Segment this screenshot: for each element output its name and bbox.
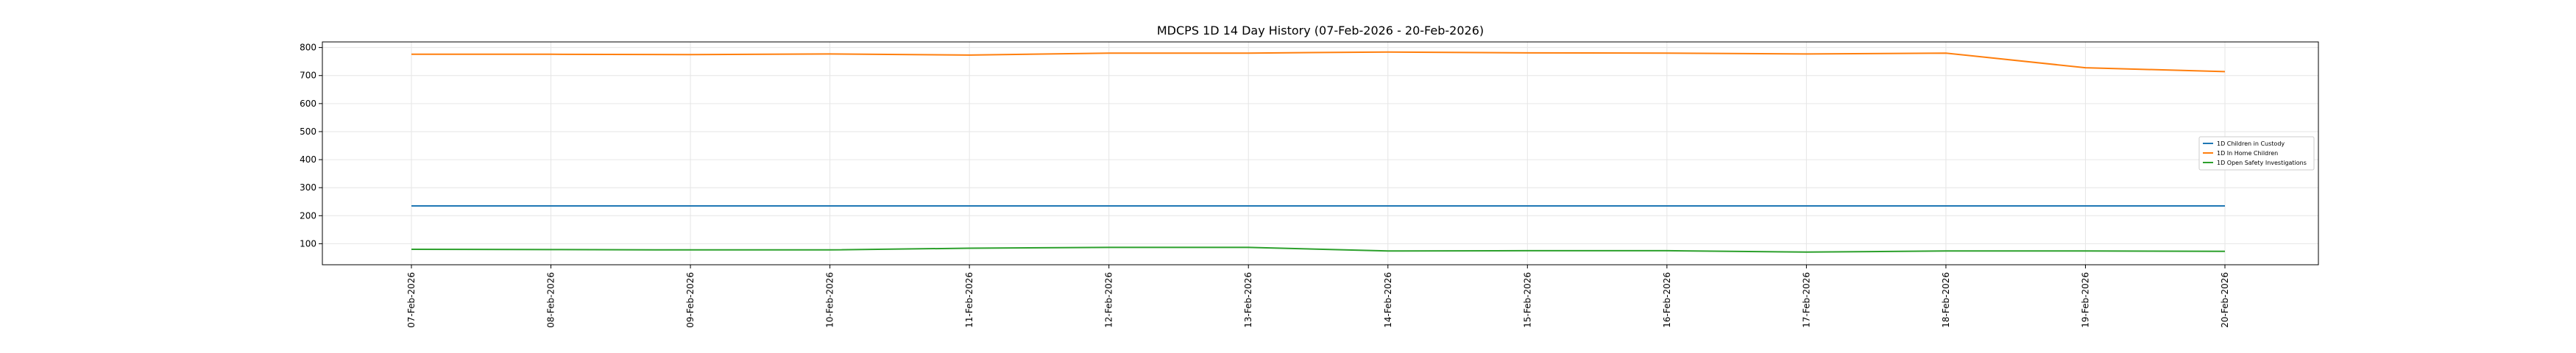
y-tick-label: 500 [300,126,316,137]
x-tick-label: 07-Feb-2026 [406,272,417,328]
series-layer [411,51,2226,253]
y-tick-label: 700 [300,71,316,81]
x-tick-label: 14-Feb-2026 [1383,272,1393,328]
x-tick-label: 11-Feb-2026 [964,272,974,328]
x-tick-label: 13-Feb-2026 [1243,272,1253,328]
y-tick-label: 300 [300,182,316,193]
plot-area [322,41,2319,265]
legend-label: 1D Children in Custody [2217,140,2285,147]
y-tick-label: 400 [300,154,316,165]
series-line [411,51,2226,73]
x-tick-label: 19-Feb-2026 [2080,272,2090,328]
legend-label: 1D In Home Children [2217,150,2278,157]
x-tick-label: 18-Feb-2026 [1941,272,1951,328]
chart-title: MDCPS 1D 14 Day History (07-Feb-2026 - 2… [1157,24,1484,38]
y-tick-label: 100 [300,238,316,249]
x-tick-label: 10-Feb-2026 [825,272,835,328]
series-line [411,246,2226,253]
x-tick-label: 09-Feb-2026 [685,272,696,328]
x-tick-label: 08-Feb-2026 [546,272,556,328]
x-tick-label: 16-Feb-2026 [1662,272,1672,328]
y-tick-label: 800 [300,43,316,53]
legend-box [2198,136,2315,171]
x-tick-label: 15-Feb-2026 [1522,272,1532,328]
axis-layer: 100 200 300 400 500 600 700 800 07-Feb-2026 08-Fe… [300,43,2230,328]
y-tick-label: 200 [300,210,316,221]
y-tick-label: 600 [300,99,316,109]
legend-label: 1D Open Safety Investigations [2217,160,2307,166]
x-tick-label: 12-Feb-2026 [1104,272,1114,328]
grid-layer [322,42,2318,265]
x-tick-label: 17-Feb-2026 [1801,272,1811,328]
legend: 1D Children in Custody 1D In Home Childre… [2198,136,2315,171]
x-tick-label: 20-Feb-2026 [2220,272,2230,328]
